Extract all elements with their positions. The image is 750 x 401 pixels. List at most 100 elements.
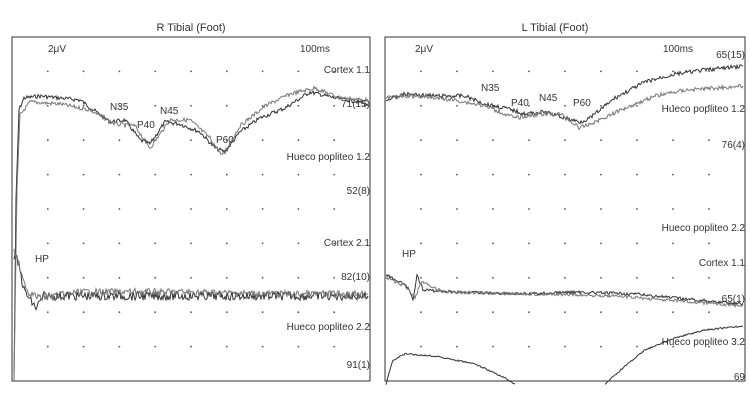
grid-dot: [528, 208, 530, 210]
peak-label: P60: [573, 98, 591, 109]
grid-dot: [190, 208, 192, 210]
waveform-trace: [385, 273, 744, 306]
grid-dot: [333, 345, 336, 348]
grid-dot: [154, 242, 157, 245]
grid-dot: [600, 242, 602, 245]
grid-dot: [118, 242, 121, 245]
grid-dot: [333, 311, 336, 314]
channel-value: 91(1): [347, 360, 370, 371]
channel-value: 69: [734, 372, 746, 383]
grid-dot: [564, 242, 566, 245]
grid-dot: [420, 311, 422, 314]
grid-dot: [82, 139, 85, 142]
grid-dot: [456, 208, 458, 210]
grid-dot: [297, 345, 300, 348]
grid-dot: [600, 104, 602, 107]
channel-label: Hueco popliteo 1.2: [287, 152, 371, 163]
grid-dot: [600, 311, 602, 314]
grid-dot: [420, 345, 422, 348]
grid-dot: [600, 173, 602, 176]
channel-label: Hueco popliteo 3.2: [662, 337, 746, 348]
grid-dot: [672, 70, 674, 73]
grid-dot: [190, 311, 192, 314]
grid-dot: [636, 173, 638, 176]
grid-dot: [154, 104, 157, 107]
grid-dot: [492, 70, 494, 73]
peak-label: P60: [216, 135, 234, 146]
grid-dot: [118, 173, 121, 176]
grid-dot: [333, 242, 336, 245]
grid-dot: [528, 139, 530, 142]
grid-dot: [564, 139, 566, 142]
grid-dot: [82, 276, 85, 279]
grid-dot: [420, 104, 422, 107]
traces: [13, 85, 369, 381]
grid-dot: [528, 311, 530, 314]
grid-dot: [118, 104, 121, 107]
grid-dot: [82, 208, 85, 210]
grid-dot: [456, 276, 458, 279]
grid-dot: [261, 173, 264, 176]
grid-dot: [46, 276, 49, 279]
channel-value: 76(4): [722, 140, 745, 151]
grid-dot: [82, 70, 85, 73]
grid-dot: [225, 311, 228, 314]
grid-dot: [564, 311, 566, 314]
grid-dot: [636, 242, 638, 245]
grid-dot: [297, 104, 300, 107]
grid-dot: [636, 311, 638, 314]
grid-dot: [492, 139, 494, 142]
grid-dot: [708, 345, 710, 348]
grid-dot: [333, 276, 336, 279]
grid-dot: [456, 345, 458, 348]
peak-label: N45: [160, 106, 179, 117]
waveform-trace: [385, 83, 744, 131]
grid-dot: [672, 276, 674, 279]
grid-dot: [636, 139, 638, 142]
grid-dot: [46, 345, 49, 348]
grid-dot: [297, 173, 300, 176]
grid-dot: [261, 276, 264, 279]
grid-dot: [118, 311, 121, 314]
peak-label: HP: [402, 249, 416, 260]
plot-frame: [384, 36, 746, 382]
grid-dot: [456, 242, 458, 245]
grid-dot: [190, 242, 192, 245]
waveform-trace: [385, 352, 516, 385]
grid-dot: [46, 139, 49, 142]
grid-dot: [82, 345, 85, 348]
grid-dot: [636, 104, 638, 107]
waveform-trace: [13, 85, 369, 381]
grid-dot: [261, 345, 264, 348]
grid-dot: [708, 311, 710, 314]
scale-label: 2μV: [415, 44, 433, 55]
grid-dot: [492, 311, 494, 314]
grid-dot: [420, 70, 422, 73]
grid-dot: [46, 70, 49, 73]
grid-dot: [333, 70, 336, 73]
grid-dot: [672, 345, 674, 348]
grid-dot: [333, 139, 336, 142]
grid-dot: [297, 276, 300, 279]
grid-dot: [672, 311, 674, 314]
grid-dot: [420, 173, 422, 176]
channel-label: Cortex 1.1: [324, 65, 371, 76]
grid-dot: [154, 311, 157, 314]
grid-dot: [708, 242, 710, 245]
panel-title: R Tibial (Foot): [156, 22, 226, 34]
grid-dot: [190, 139, 192, 142]
grid-dot: [528, 276, 530, 279]
channel-label: Hueco popliteo 2.2: [662, 223, 746, 234]
grid-dot: [118, 208, 121, 210]
waveform-trace: [13, 90, 369, 381]
grid-dots: [46, 70, 336, 348]
grid-dot: [708, 104, 710, 107]
grid-dot: [492, 173, 494, 176]
grid-dots: [420, 70, 710, 348]
grid-dot: [297, 70, 300, 73]
grid-dot: [528, 242, 530, 245]
grid-dot: [297, 139, 300, 142]
grid-dot: [600, 70, 602, 73]
peak-label: N45: [539, 93, 558, 104]
grid-dot: [46, 104, 49, 107]
